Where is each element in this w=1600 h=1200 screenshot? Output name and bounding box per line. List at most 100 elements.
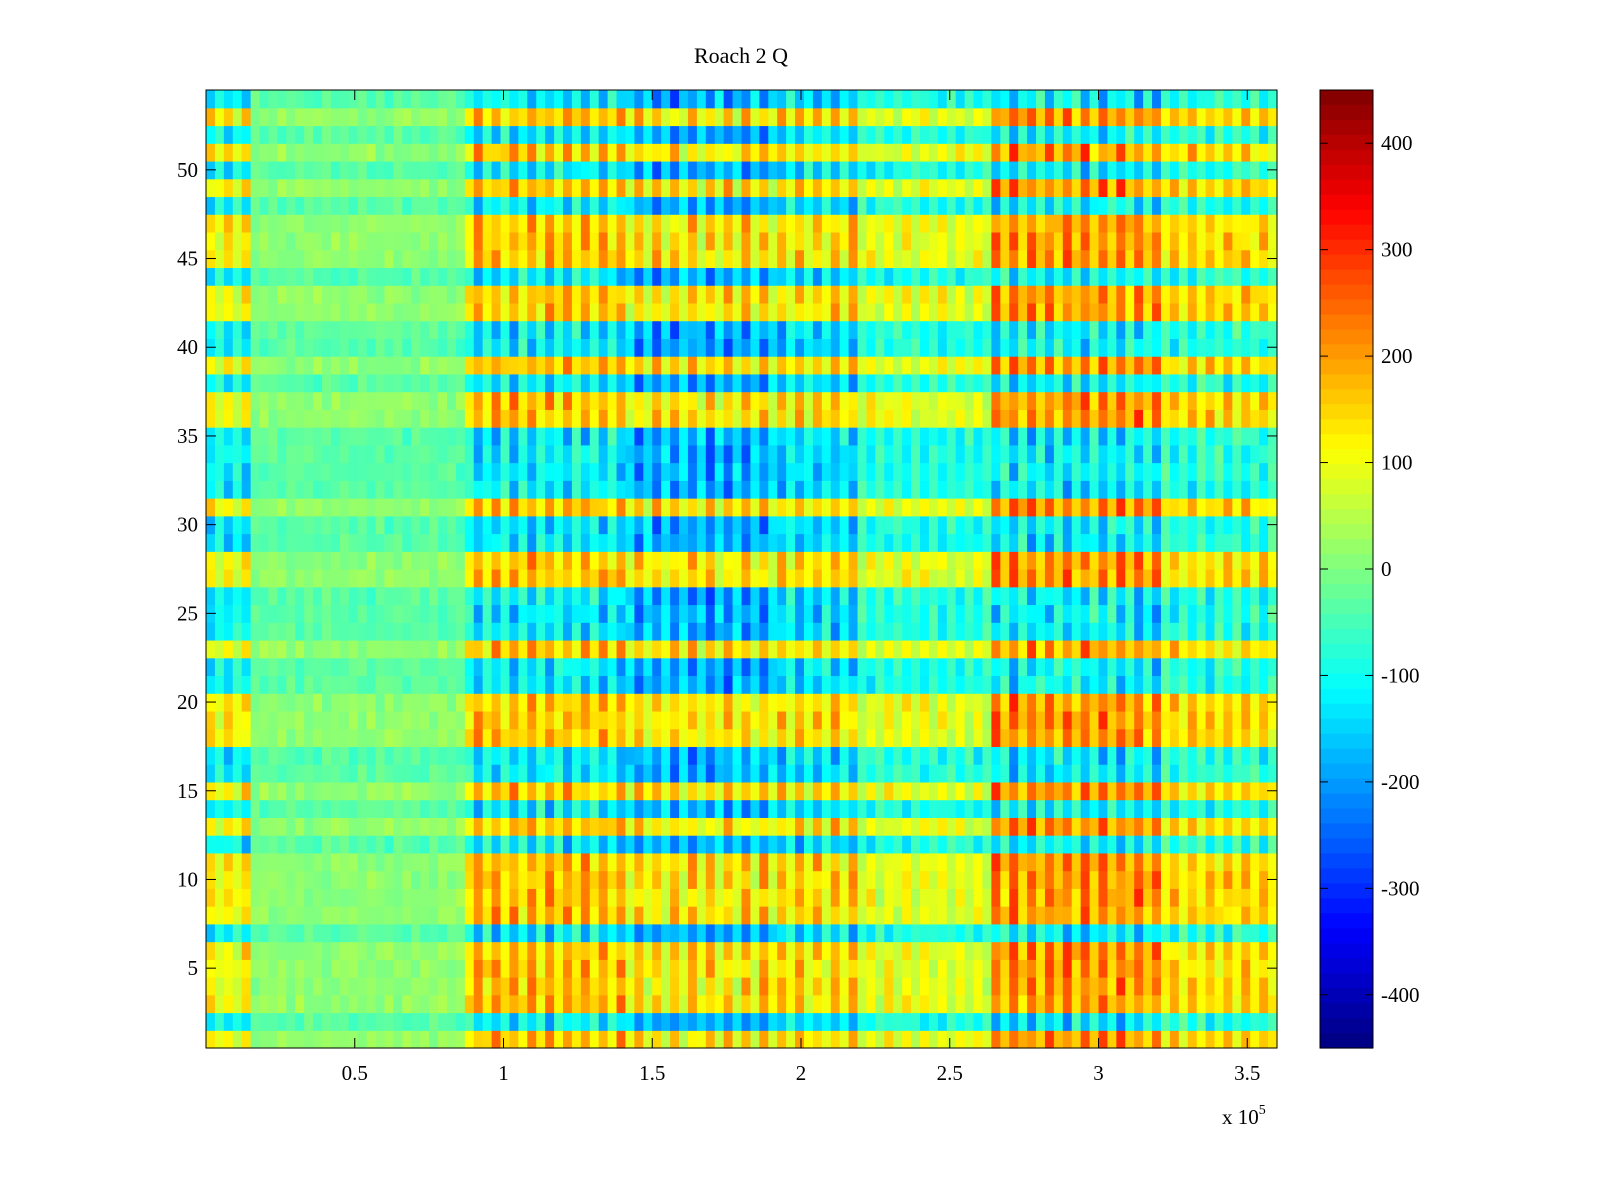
heatmap-cell xyxy=(536,657,546,677)
heatmap-cell xyxy=(223,888,234,907)
heatmap-cell xyxy=(625,391,635,410)
heatmap-cell xyxy=(821,391,832,410)
heatmap-cell xyxy=(384,977,395,996)
heatmap-cell xyxy=(839,515,850,535)
heatmap-cell xyxy=(438,870,448,889)
heatmap-cell xyxy=(786,693,796,712)
heatmap-cell xyxy=(286,764,296,783)
heatmap-cell xyxy=(821,373,832,393)
heatmap-cell xyxy=(1098,444,1109,464)
heatmap-cell xyxy=(1250,977,1260,996)
heatmap-cell xyxy=(866,622,876,641)
heatmap-cell xyxy=(455,888,466,907)
heatmap-cell xyxy=(875,888,885,907)
heatmap-cell xyxy=(322,320,332,339)
heatmap-cell xyxy=(1259,994,1269,1014)
heatmap-cell xyxy=(1187,764,1198,783)
heatmap-cell xyxy=(366,959,377,978)
heatmap-cell xyxy=(1223,852,1233,872)
heatmap-cell xyxy=(482,941,493,960)
heatmap-cell xyxy=(464,302,475,322)
heatmap-cell xyxy=(1036,320,1046,339)
heatmap-cell xyxy=(991,764,1001,783)
heatmap-cell xyxy=(1062,906,1073,925)
heatmap-cell xyxy=(268,480,278,499)
heatmap-cell xyxy=(750,338,760,357)
heatmap-cell xyxy=(214,302,225,322)
heatmap-cell xyxy=(348,675,359,694)
heatmap-cell xyxy=(1071,799,1082,818)
heatmap-cell xyxy=(911,799,921,818)
heatmap-cell xyxy=(580,870,591,889)
heatmap-cell xyxy=(375,373,386,393)
heatmap-cell xyxy=(259,835,270,854)
heatmap-cell xyxy=(348,693,359,712)
heatmap-cell xyxy=(1187,728,1198,748)
heatmap-cell xyxy=(393,852,403,872)
heatmap-cell xyxy=(518,462,528,481)
heatmap-cell xyxy=(339,444,350,464)
heatmap-cell xyxy=(1152,320,1162,339)
heatmap-cell xyxy=(554,373,564,393)
heatmap-cell xyxy=(705,320,716,339)
heatmap-cell xyxy=(1268,710,1278,730)
heatmap-cell xyxy=(1125,444,1135,464)
heatmap-cell xyxy=(1160,586,1171,606)
heatmap-cell xyxy=(1062,498,1073,517)
heatmap-cell xyxy=(411,675,421,694)
heatmap-cell xyxy=(795,799,805,818)
heatmap-cell xyxy=(1169,462,1180,481)
heatmap-cell xyxy=(634,622,644,641)
heatmap-cell xyxy=(1116,462,1126,481)
heatmap-cell xyxy=(268,852,278,872)
heatmap-cell xyxy=(250,604,261,623)
heatmap-cell xyxy=(1223,888,1233,907)
heatmap-cell xyxy=(1044,1030,1055,1049)
heatmap-cell xyxy=(1044,586,1055,606)
heatmap-cell xyxy=(759,586,769,606)
heatmap-cell xyxy=(571,870,582,889)
heatmap-cell xyxy=(491,923,502,943)
heatmap-cell xyxy=(420,870,430,889)
heatmap-cell xyxy=(1205,746,1216,765)
heatmap-cell xyxy=(1250,764,1260,783)
heatmap-cell xyxy=(821,781,832,801)
heatmap-cell xyxy=(625,1030,635,1049)
heatmap-cell xyxy=(232,373,243,393)
heatmap-cell xyxy=(286,657,296,677)
heatmap-cell xyxy=(991,498,1001,517)
heatmap-cell xyxy=(705,373,716,393)
heatmap-cell xyxy=(1160,391,1171,410)
heatmap-cell xyxy=(1250,675,1260,694)
heatmap-cell xyxy=(696,746,707,765)
heatmap-cell xyxy=(803,1030,814,1049)
heatmap-cell xyxy=(670,444,680,464)
heatmap-cell xyxy=(545,977,555,996)
heatmap-cell xyxy=(214,320,225,339)
heatmap-cell xyxy=(348,356,359,375)
heatmap-cell xyxy=(973,888,984,907)
heatmap-cell xyxy=(598,320,609,339)
heatmap-cell xyxy=(545,870,555,889)
heatmap-cell xyxy=(491,941,502,960)
heatmap-cell xyxy=(1250,604,1260,623)
heatmap-cell xyxy=(848,923,859,943)
heatmap-cell xyxy=(964,959,975,978)
heatmap-cell xyxy=(1116,480,1126,499)
heatmap-cell xyxy=(536,462,546,481)
heatmap-cell xyxy=(232,710,243,730)
heatmap-cell xyxy=(1232,977,1242,996)
heatmap-cell xyxy=(1044,533,1055,552)
heatmap-cell xyxy=(500,710,511,730)
heatmap-cell xyxy=(1062,977,1073,996)
heatmap-cell xyxy=(464,551,475,570)
heatmap-cell xyxy=(393,693,403,712)
heatmap-cell xyxy=(1080,551,1091,570)
heatmap-cell xyxy=(1018,675,1028,694)
heatmap-cell xyxy=(1080,569,1091,588)
heatmap-cell xyxy=(536,391,546,410)
heatmap-cell xyxy=(429,356,439,375)
heatmap-cell xyxy=(821,1012,832,1031)
heatmap-cell xyxy=(1089,781,1100,801)
heatmap-cell xyxy=(803,409,814,428)
